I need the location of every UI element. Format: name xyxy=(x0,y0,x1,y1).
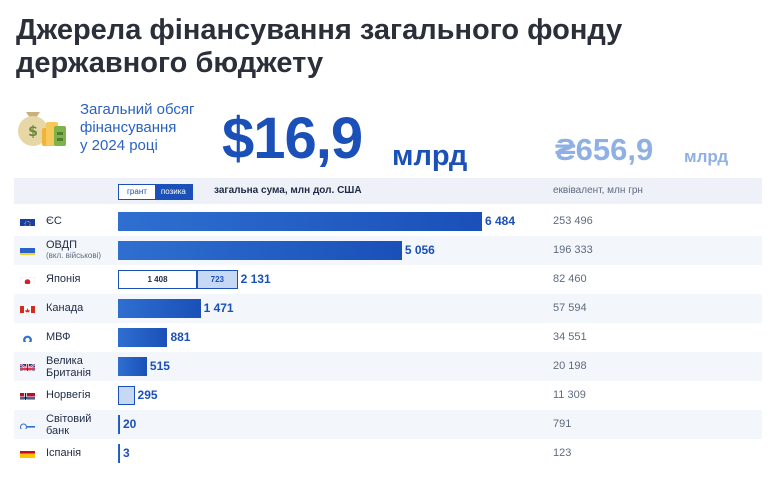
row-label-line: Світовий xyxy=(46,413,92,425)
row-label-line: ЄС xyxy=(46,215,62,227)
total-uah-unit: млрд xyxy=(684,147,729,166)
money-bag-icon: $ xyxy=(18,112,66,146)
title-line-2: державного бюджету xyxy=(16,47,324,79)
imf-logo-icon xyxy=(20,332,35,342)
bar-1 xyxy=(118,212,482,231)
row-label-line: банк xyxy=(46,425,70,437)
canada-flag-icon xyxy=(20,303,35,313)
norway-flag-icon xyxy=(20,390,35,400)
bar-value-label: 3 xyxy=(123,446,130,460)
bar-value-label: 6 484 xyxy=(485,214,516,228)
row-label-note: (вкл. військові) xyxy=(46,251,102,260)
bar-5 xyxy=(118,328,168,347)
table-row: ОВДП (вкл. військові) 5 056 196 333 xyxy=(14,236,762,265)
bar-value-label: 20 xyxy=(123,417,137,431)
segment-label: 1 408 xyxy=(147,275,168,284)
row-label-line: Велика xyxy=(46,355,83,367)
row-label: Велика Британія xyxy=(46,355,91,379)
bar-segment-грант xyxy=(118,270,198,289)
bar-segment-позика xyxy=(197,270,238,289)
table-row: Канада 1 471 57 594 xyxy=(14,294,762,323)
bar-9 xyxy=(118,444,120,463)
bar-4 xyxy=(118,299,201,318)
row-label-line: Британія xyxy=(46,367,91,379)
row-label: МВФ xyxy=(46,331,71,343)
bar-3: 1 408 723 xyxy=(118,270,238,289)
uah-equivalent: 57 594 xyxy=(553,302,587,314)
uah-equivalent: 11 309 xyxy=(553,389,586,401)
total-usd-unit: млрд xyxy=(392,140,468,172)
bar-6 xyxy=(118,357,147,376)
spain-flag-icon xyxy=(20,448,35,458)
row-label: Іспанія xyxy=(46,447,81,459)
row-label-line: МВФ xyxy=(46,331,71,343)
bar-8 xyxy=(118,415,120,434)
uah-equivalent: 82 460 xyxy=(553,273,587,285)
bar-value-label: 2 131 xyxy=(240,272,271,286)
table-row: Світовий банк 20 791 xyxy=(14,410,762,439)
uah-equivalent: 34 551 xyxy=(553,331,587,343)
bar-value-label: 1 471 xyxy=(203,301,234,315)
uk-flag-icon xyxy=(20,361,35,371)
row-label-line: Норвегія xyxy=(46,389,91,401)
uah-column-header: еквівалент, млн грн xyxy=(553,185,643,196)
usd-column-header: загальна сума, млн дол. США xyxy=(214,185,362,196)
bar-7 xyxy=(118,386,135,405)
table-row: Велика Британія 515 20 198 xyxy=(14,352,762,381)
row-label: ОВДП (вкл. військові) xyxy=(46,239,101,260)
total-usd-value: $16,9 xyxy=(222,106,363,171)
row-label: Норвегія xyxy=(46,389,90,401)
world-bank-logo-icon xyxy=(20,419,35,429)
uah-equivalent: 196 333 xyxy=(553,244,593,256)
svg-text:$: $ xyxy=(28,124,38,140)
row-label-line: Японія xyxy=(46,273,81,285)
table-row: Японія 1 408 723 2 131 82 460 xyxy=(14,265,762,294)
bar-value-label: 295 xyxy=(137,388,158,402)
table-row: Іспанія 3 123 xyxy=(14,439,762,468)
bar-value-label: 5 056 xyxy=(404,243,435,257)
total-uah-value: ₴656,9 xyxy=(555,132,654,167)
uah-equivalent: 20 198 xyxy=(553,360,587,372)
row-label: Канада xyxy=(46,302,83,314)
table-row: ЄС 6 484 253 496 xyxy=(14,207,762,236)
legend-loan: позика xyxy=(154,185,192,199)
japan-flag-icon xyxy=(20,274,35,284)
segment-label: 723 xyxy=(210,275,224,284)
title-line-1: Джерела фінансування загального фонду xyxy=(16,14,623,46)
row-label-line: ОВДП xyxy=(46,239,78,251)
page-title: Джерела фінансування загального фонду де… xyxy=(16,14,622,80)
uah-equivalent: 791 xyxy=(553,418,572,430)
eu-flag-icon xyxy=(20,216,35,226)
uah-equivalent: 123 xyxy=(553,447,572,459)
row-label: Світовий банк xyxy=(46,413,91,437)
table-row: Норвегія 295 11 309 xyxy=(14,381,762,410)
row-label: ЄС xyxy=(46,215,62,227)
bar-2 xyxy=(118,241,402,260)
bar-value-label: 515 xyxy=(149,359,170,373)
legend: грант позика xyxy=(118,184,193,200)
summary-label: Загальний обсяг фінансування у 2024 році xyxy=(80,101,195,154)
row-label: Японія xyxy=(46,273,81,285)
row-label-line: Канада xyxy=(46,302,84,314)
table-row: МВФ 881 34 551 xyxy=(14,323,762,352)
uah-equivalent: 253 496 xyxy=(553,215,593,227)
ukraine-flag-icon xyxy=(20,245,35,255)
bar-value-label: 881 xyxy=(170,330,191,344)
legend-grant: грант xyxy=(119,185,155,199)
row-label-line: Іспанія xyxy=(46,447,82,459)
